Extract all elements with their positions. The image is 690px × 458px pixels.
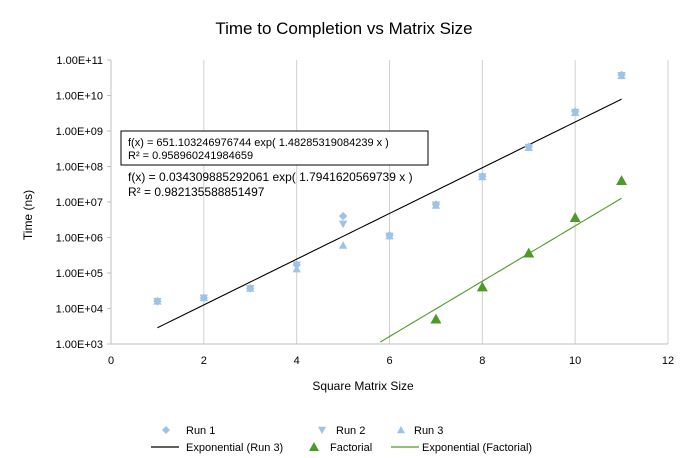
legend-label: Run 3: [414, 425, 443, 437]
annotation-equation: f(x) = 0.034309885292061 exp( 1.79416205…: [128, 170, 413, 184]
data-point: [476, 281, 488, 292]
data-points: [153, 70, 628, 324]
x-tick-label: 0: [108, 355, 114, 367]
data-point: [617, 71, 626, 80]
y-tick-label: 1.00E+03: [56, 339, 103, 351]
data-point: [430, 313, 442, 324]
data-point: [569, 212, 581, 223]
annotation-r2: R² = 0.982135588851497: [128, 185, 265, 199]
y-tick-label: 1.00E+06: [56, 233, 103, 245]
data-point: [478, 172, 487, 181]
x-tick-label: 12: [662, 355, 674, 367]
data-point: [338, 241, 348, 249]
legend-marker: [309, 442, 319, 451]
data-point: [199, 293, 209, 302]
legend: Run 1 Run 2 Run 3 Exponential (Run 3) Factor…: [151, 425, 532, 454]
y-axis-title: Time (ns): [21, 190, 35, 240]
data-point: [153, 297, 162, 305]
data-point: [338, 220, 348, 229]
trendline: [379, 197, 622, 343]
y-tick-label: 1.00E+08: [56, 162, 103, 174]
chart-title: Time to Completion vs Matrix Size: [215, 19, 472, 38]
y-tick-label: 1.00E+05: [56, 268, 103, 280]
y-tick-label: 1.00E+07: [56, 197, 103, 209]
legend-marker: [397, 426, 405, 434]
data-point: [524, 143, 533, 151]
legend-label: Run 2: [336, 425, 365, 437]
annotations: f(x) = 651.103246976744 exp( 1.482853190…: [120, 130, 429, 199]
data-point: [246, 284, 255, 292]
data-point: [431, 201, 441, 209]
trendline: [157, 98, 622, 329]
x-tick-labels: 0 2 4 6 8 10 12: [108, 355, 674, 367]
data-point: [523, 247, 535, 258]
annotation-box: [120, 130, 429, 166]
x-tick-label: 10: [569, 355, 581, 367]
trendlines: [157, 98, 622, 343]
x-tick-label: 4: [294, 355, 300, 367]
x-tick-label: 8: [479, 355, 485, 367]
x-tick-label: 2: [201, 355, 207, 367]
y-tick-label: 1.00E+11: [56, 55, 103, 67]
annotation-equation: f(x) = 651.103246976744 exp( 1.482853190…: [128, 137, 389, 149]
y-tick-labels: 1.00E+03 1.00E+04 1.00E+05 1.00E+06 1.00E+07…: [56, 55, 103, 351]
data-point: [616, 175, 628, 186]
axes: [107, 59, 668, 345]
y-tick-label: 1.00E+10: [56, 91, 103, 103]
legend-marker: [162, 426, 170, 434]
legend-label: Run 1: [186, 425, 215, 437]
legend-label: Exponential (Factorial): [422, 442, 532, 454]
y-tick-label: 1.00E+04: [56, 304, 103, 316]
legend-label: Exponential (Run 3): [186, 442, 283, 454]
y-tick-label: 1.00E+09: [56, 126, 103, 138]
annotation-r2: R² = 0.958960241984659: [128, 150, 253, 162]
data-point: [570, 108, 580, 116]
x-tick-label: 6: [386, 355, 392, 367]
data-point: [338, 211, 348, 221]
x-axis-title: Square Matrix Size: [312, 379, 414, 393]
data-point: [385, 231, 394, 240]
legend-label: Factorial: [330, 442, 372, 454]
legend-marker: [318, 426, 326, 434]
data-point: [292, 264, 301, 273]
